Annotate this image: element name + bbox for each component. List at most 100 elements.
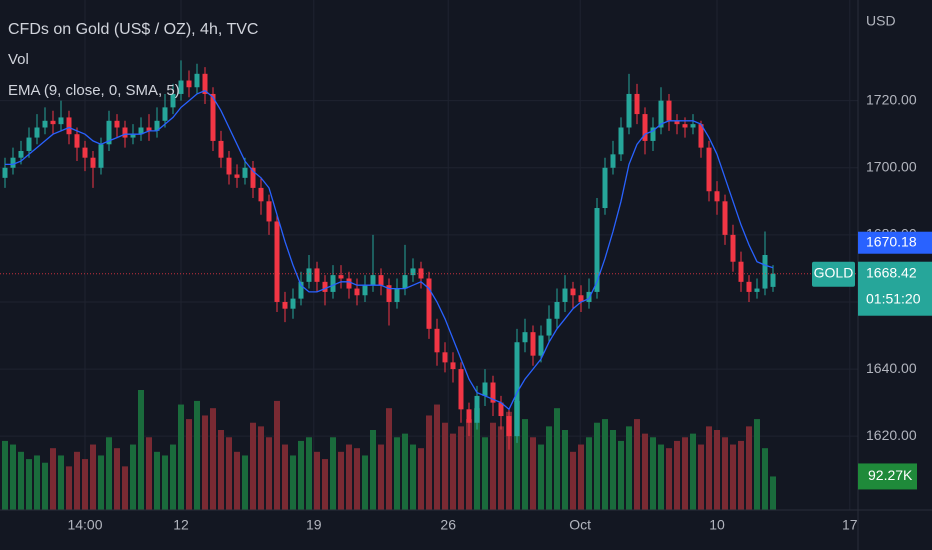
candle-body — [442, 352, 448, 363]
volume-bar — [514, 400, 520, 510]
volume-bar — [194, 400, 200, 510]
volume-bar — [474, 408, 480, 510]
candle-body — [210, 93, 216, 141]
volume-bar — [610, 430, 616, 510]
volume-bar — [394, 437, 400, 510]
volume-bar — [66, 466, 72, 510]
volume-bar — [234, 451, 240, 510]
candle-body — [714, 191, 720, 202]
candle-body — [658, 100, 664, 128]
candle-body — [26, 137, 32, 151]
candle-body — [530, 332, 536, 356]
candle-body — [234, 174, 240, 178]
candle-body — [578, 295, 584, 302]
volume-bar — [138, 390, 144, 510]
candle-body — [754, 288, 760, 292]
candle-body — [186, 80, 192, 88]
candle-body — [338, 275, 344, 279]
candle-body — [498, 402, 504, 417]
volume-bar — [330, 437, 336, 510]
volume-bar — [402, 433, 408, 510]
candle-body — [642, 114, 648, 141]
volume-bar — [634, 419, 640, 510]
candle-body — [522, 332, 528, 343]
candle-body — [594, 208, 600, 292]
volume-bar — [122, 466, 128, 510]
volume-box — [858, 463, 917, 490]
volume-bar — [218, 430, 224, 510]
overlay-layer: GOLD — [0, 89, 858, 411]
candle-body — [730, 234, 736, 262]
volume-bar — [746, 426, 752, 510]
ema-price-label: 1670.18 — [866, 233, 917, 249]
symbol-box — [812, 261, 855, 287]
chart-title: CFDs on Gold (US$ / OZ), 4h, TVC — [8, 21, 258, 38]
volume-bar — [570, 451, 576, 510]
x-tick-label: 19 — [306, 517, 322, 533]
volume-bar — [2, 440, 8, 510]
candle-body — [402, 275, 408, 289]
volume-bar — [42, 462, 48, 510]
x-tick-label: 10 — [709, 517, 725, 533]
volume-bar — [258, 426, 264, 510]
volume-bar — [274, 400, 280, 510]
candle-body — [42, 120, 48, 128]
volume-bar — [250, 422, 256, 510]
candle-body — [458, 369, 464, 410]
volume-bar — [226, 437, 232, 510]
candle-body — [698, 124, 704, 148]
volume-bar — [618, 440, 624, 510]
y-tick-label: 1720.00 — [866, 91, 917, 107]
volume-bar — [186, 419, 192, 510]
volume-bar — [530, 437, 536, 510]
candle-body — [426, 278, 432, 329]
candle-body — [10, 157, 16, 168]
volume-bar — [490, 422, 496, 510]
candle-body — [266, 201, 272, 222]
volume-bar — [98, 455, 104, 510]
candle-body — [762, 255, 768, 289]
candle-body — [314, 268, 320, 282]
candle-body — [154, 120, 160, 131]
candle-body — [346, 278, 352, 289]
candle-body — [682, 124, 688, 128]
candle-body — [738, 261, 744, 282]
candle-body — [330, 275, 336, 292]
volume-bar — [418, 448, 424, 510]
volume-bar — [658, 444, 664, 510]
candle-body — [506, 416, 512, 437]
candle-body — [746, 281, 752, 292]
symbol-label: GOLD — [814, 264, 854, 280]
y-tick-label: 1620.00 — [866, 427, 917, 443]
candle-body — [610, 154, 616, 168]
candle-body — [122, 127, 128, 138]
candle-body — [770, 273, 776, 287]
candle-body — [258, 187, 264, 202]
volume-bar — [10, 444, 16, 510]
indicator-label: Vol — [8, 51, 29, 68]
candle-body — [546, 318, 552, 336]
volume-bar — [498, 426, 504, 510]
x-tick-label: 14:00 — [67, 517, 102, 533]
volume-bar — [242, 455, 248, 510]
volume-bar — [306, 437, 312, 510]
volume-bar — [170, 444, 176, 510]
candle-body — [306, 268, 312, 282]
volume-bar — [266, 437, 272, 510]
volume-bar — [378, 444, 384, 510]
volume-bar — [298, 440, 304, 510]
volume-bar — [410, 444, 416, 510]
axis-unit: USD — [866, 13, 896, 29]
volume-bar — [58, 455, 64, 510]
volume-bar — [738, 440, 744, 510]
volume-bar — [154, 451, 160, 510]
candle-body — [570, 288, 576, 296]
volume-bar — [706, 426, 712, 510]
volume-label: 92.27K — [868, 467, 913, 483]
candle-layer — [2, 60, 776, 450]
candle-body — [106, 120, 112, 145]
candle-body — [58, 117, 64, 125]
candle-body — [90, 157, 96, 168]
volume-bar — [578, 444, 584, 510]
